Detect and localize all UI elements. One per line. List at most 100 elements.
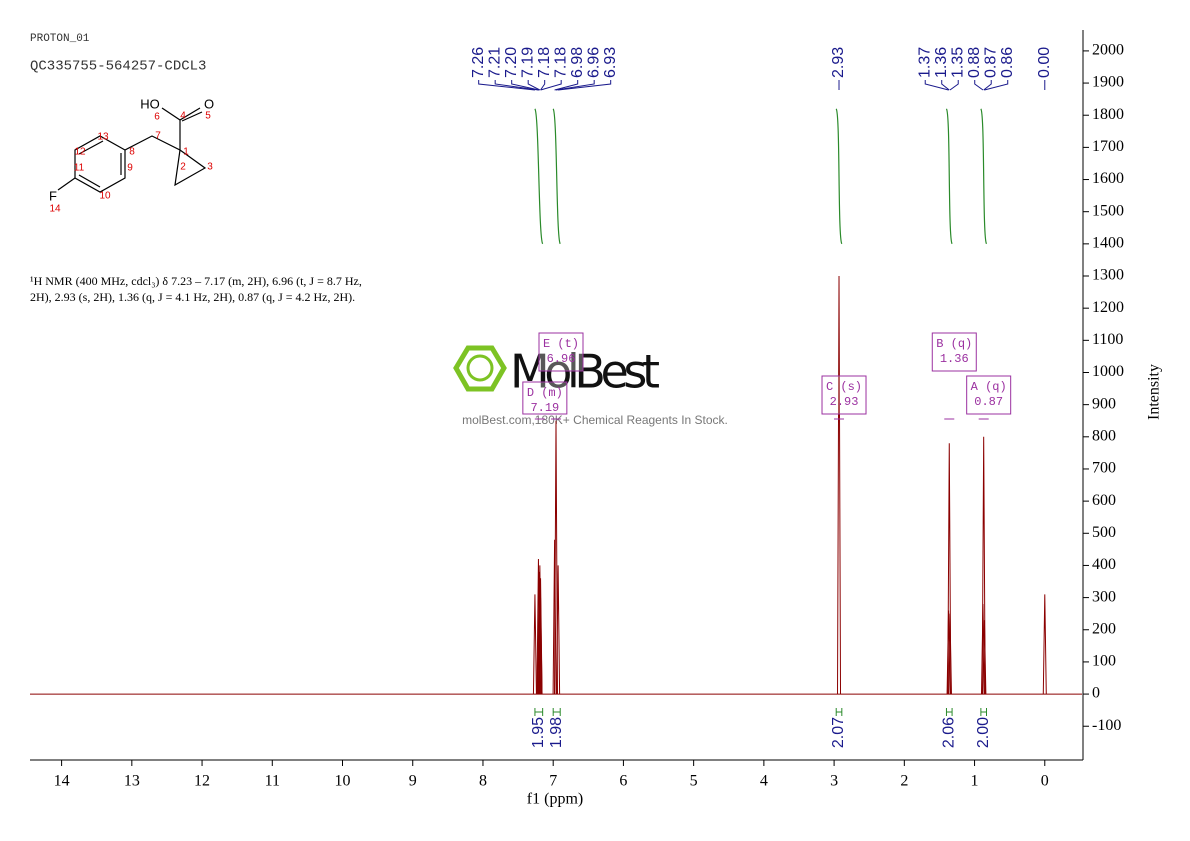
peak [556, 565, 561, 695]
peak-leader [949, 80, 959, 91]
peak [947, 443, 952, 695]
y-tick-label: 1100 [1092, 331, 1123, 348]
multiplet-name: C (s) [826, 380, 862, 394]
y-tick-label: -100 [1092, 717, 1121, 734]
y-tick-label: 100 [1092, 653, 1116, 670]
y-tick-label: 1700 [1092, 138, 1124, 155]
multiplet-name: D (m) [527, 386, 563, 400]
integral-curve [980, 108, 988, 245]
y-tick-label: 1800 [1092, 106, 1124, 123]
integral-label: 2.06 [940, 717, 957, 748]
x-tick-label: 11 [265, 773, 280, 790]
watermark-tagline: molBest.com,180K+ Chemical Reagents In S… [462, 413, 728, 427]
y-tick-label: 1600 [1092, 170, 1124, 187]
x-tick-label: 9 [409, 773, 417, 790]
integral-curve [534, 108, 544, 245]
atom-number: 14 [49, 204, 61, 215]
peak-leader [974, 80, 984, 91]
y-tick-label: 1900 [1092, 74, 1124, 91]
x-tick-label: 2 [900, 773, 908, 790]
atom-label: HO [140, 96, 160, 111]
peak [554, 420, 558, 695]
peak-leader [924, 80, 949, 91]
integral-label: 2.00 [975, 717, 992, 748]
peak-label: 0.00 [1036, 47, 1053, 78]
x-tick-label: 12 [194, 773, 210, 790]
peak-leader [527, 80, 541, 91]
integral-label: 1.95 [530, 717, 547, 748]
peak-leader [494, 80, 539, 91]
peak-leader [540, 80, 562, 91]
multiplet-shift: 1.36 [940, 352, 969, 366]
x-tick-label: 8 [479, 773, 487, 790]
x-tick-label: 4 [760, 773, 768, 790]
peak-label: 2.93 [830, 47, 847, 78]
y-tick-label: 300 [1092, 588, 1116, 605]
peak-label: 0.88 [966, 47, 983, 78]
multiplet-box [821, 375, 867, 415]
peak-label: 1.35 [949, 47, 966, 78]
peak [537, 565, 542, 695]
y-tick-label: 400 [1092, 556, 1116, 573]
peak-label: 7.26 [470, 47, 487, 78]
multiplet-box [966, 375, 1012, 415]
y-axis-title: Intensity [1146, 364, 1163, 420]
y-tick-label: 1200 [1092, 299, 1124, 316]
peak-label: 7.21 [486, 47, 503, 78]
description-line: 2H), 2.93 (s, 2H), 1.36 (q, J = 4.1 Hz, … [30, 290, 355, 304]
y-tick-label: 900 [1092, 395, 1116, 412]
sample: QC335755-564257-CDCL3 [30, 59, 206, 75]
peak-leader [554, 80, 579, 91]
y-tick-label: 600 [1092, 492, 1116, 509]
watermark-brand: MolBest [510, 345, 660, 399]
x-axis-title: f1 (ppm) [527, 791, 583, 808]
peak-label: 6.93 [602, 47, 619, 78]
peak [982, 620, 987, 695]
x-tick-label: 0 [1041, 773, 1049, 790]
x-tick-label: 14 [54, 773, 70, 790]
multiplet-name: B (q) [936, 337, 972, 351]
integral-label: 2.07 [830, 717, 847, 748]
atom-number: 6 [154, 112, 160, 123]
peak-label: 7.20 [503, 47, 520, 78]
multiplet-name: A (q) [971, 380, 1007, 394]
y-tick-label: 700 [1092, 460, 1116, 477]
multiplet-box [538, 332, 584, 372]
peak-label: 7.18 [536, 47, 553, 78]
atom-number: 13 [97, 132, 109, 143]
experiment: PROTON_01 [30, 33, 90, 45]
x-tick-label: 7 [549, 773, 557, 790]
x-tick-label: 10 [335, 773, 351, 790]
atom-number: 10 [99, 191, 111, 202]
atom-number: 1 [183, 147, 189, 158]
y-tick-label: 1400 [1092, 235, 1124, 252]
peak-leader [558, 80, 612, 91]
atom-label: F [49, 188, 57, 203]
peak [1042, 594, 1047, 695]
peak-label: 0.86 [999, 47, 1016, 78]
atom-number: 5 [205, 111, 211, 122]
atom-label: O [204, 96, 214, 111]
multiplet-name: E (t) [543, 337, 579, 351]
atom-number: 3 [207, 162, 213, 173]
y-tick-label: 200 [1092, 620, 1116, 637]
peak-label: 6.96 [585, 47, 602, 78]
peak-leader [540, 80, 546, 91]
peak-label: 7.19 [519, 47, 536, 78]
integral-label: 1.98 [548, 717, 565, 748]
structure-bonds [57, 107, 207, 193]
x-tick-label: 1 [971, 773, 979, 790]
peak [947, 613, 952, 695]
peak-label: 1.37 [916, 47, 933, 78]
peak-leader [941, 80, 950, 91]
x-tick-label: 6 [619, 773, 627, 790]
y-tick-label: 2000 [1092, 42, 1124, 59]
atom-number: 4 [180, 111, 186, 122]
atom-number: 7 [155, 131, 161, 142]
watermark-logo [453, 345, 507, 392]
y-tick-label: 800 [1092, 427, 1116, 444]
peak-label: 6.98 [569, 47, 586, 78]
y-tick-label: 500 [1092, 524, 1116, 541]
peak [538, 597, 543, 695]
